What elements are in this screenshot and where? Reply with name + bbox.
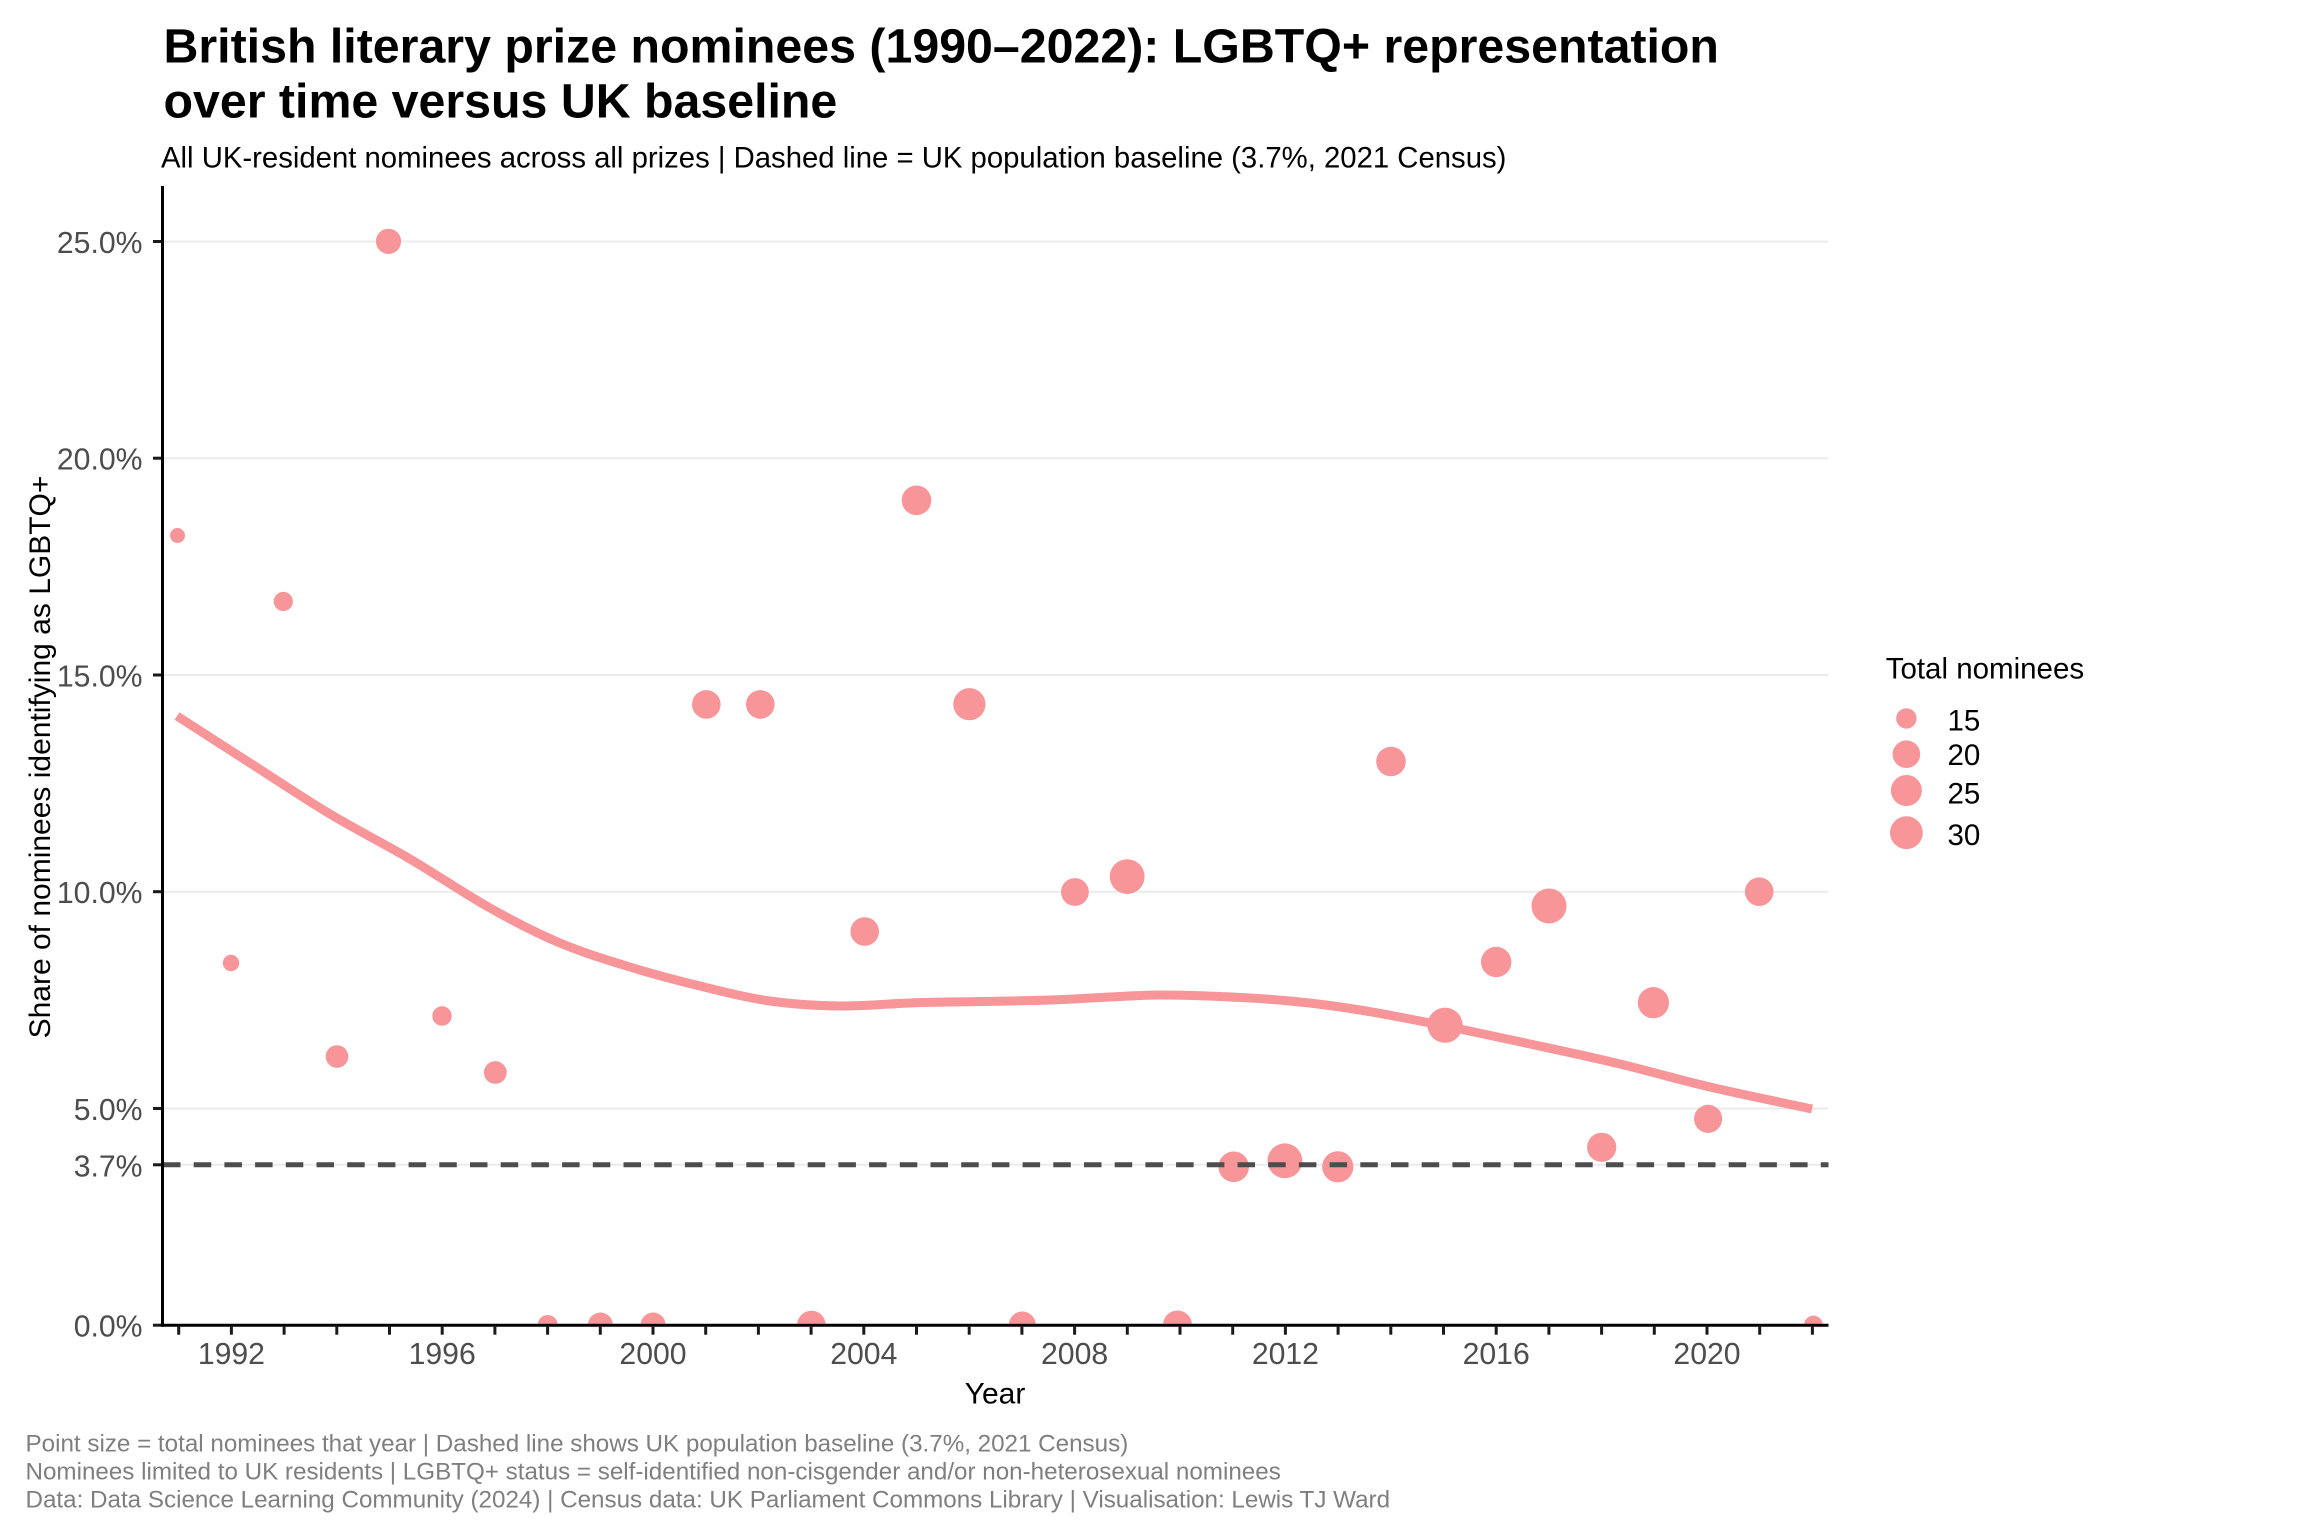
svg-text:30: 30: [1948, 819, 1981, 852]
svg-text:2000: 2000: [619, 1338, 686, 1371]
svg-text:Total nominees: Total nominees: [1886, 653, 2084, 686]
svg-text:2004: 2004: [830, 1338, 897, 1371]
svg-text:15.0%: 15.0%: [57, 661, 143, 694]
svg-text:over time versus UK baseline: over time versus UK baseline: [164, 75, 838, 129]
svg-text:25: 25: [1948, 777, 1981, 810]
svg-text:3.7%: 3.7%: [74, 1150, 143, 1183]
svg-text:1996: 1996: [409, 1338, 476, 1371]
svg-text:0.0%: 0.0%: [74, 1311, 143, 1344]
svg-text:10.0%: 10.0%: [57, 877, 143, 910]
svg-text:Data: Data Science Learning Co: Data: Data Science Learning Community (2…: [26, 1486, 1391, 1513]
svg-text:Point size = total nominees th: Point size = total nominees that year | …: [26, 1431, 1129, 1458]
svg-text:25.0%: 25.0%: [57, 227, 143, 260]
svg-text:15: 15: [1948, 705, 1981, 738]
svg-text:20: 20: [1948, 739, 1981, 772]
svg-text:All UK-resident nominees acros: All UK-resident nominees across all priz…: [161, 142, 1506, 175]
svg-text:5.0%: 5.0%: [74, 1094, 143, 1127]
svg-text:Share of nominees identifying: Share of nominees identifying as LGBTQ+: [24, 476, 57, 1039]
svg-text:20.0%: 20.0%: [57, 444, 143, 477]
svg-text:2012: 2012: [1252, 1338, 1319, 1371]
svg-text:British literary prize nominee: British literary prize nominees (1990–20…: [164, 20, 1719, 74]
svg-text:Year: Year: [965, 1378, 1026, 1411]
svg-text:Nominees limited to UK residen: Nominees limited to UK residents | LGBTQ…: [26, 1458, 1281, 1485]
svg-text:2016: 2016: [1463, 1338, 1530, 1371]
svg-text:2020: 2020: [1673, 1338, 1740, 1371]
svg-text:1992: 1992: [198, 1338, 265, 1371]
svg-text:2008: 2008: [1041, 1338, 1108, 1371]
